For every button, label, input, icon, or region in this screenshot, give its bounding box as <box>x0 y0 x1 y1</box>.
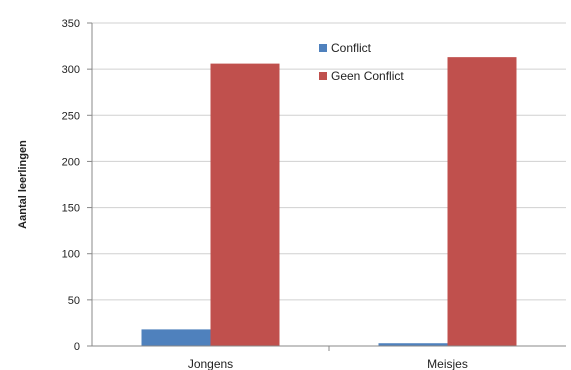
bars <box>141 57 517 346</box>
y-tick-label: 350 <box>62 18 80 30</box>
x-axis-categories: Jongens Meisjes <box>188 346 468 370</box>
y-tick-label: 200 <box>62 156 80 168</box>
y-axis-ticks: 0 50 100 150 200 250 300 350 <box>62 18 92 353</box>
bar-conflict-jongens <box>141 329 211 346</box>
y-tick-label: 0 <box>74 341 80 353</box>
legend-label: Conflict <box>331 41 372 55</box>
y-tick-label: 250 <box>62 110 80 122</box>
x-category-label: Meisjes <box>427 357 468 370</box>
bar-geen-conflict-meisjes <box>447 57 517 346</box>
y-axis-title: Aantal leerlingen <box>17 140 29 229</box>
legend-swatch <box>319 72 327 80</box>
bar-conflict-meisjes <box>378 343 448 346</box>
gridlines <box>92 22 566 301</box>
legend-swatch <box>319 44 327 52</box>
y-tick-label: 50 <box>68 295 80 307</box>
y-tick-label: 300 <box>62 64 80 76</box>
x-category-label: Jongens <box>188 357 233 370</box>
legend-label: Geen Conflict <box>331 69 404 83</box>
y-tick-label: 150 <box>62 203 80 215</box>
legend: Conflict Geen Conflict <box>319 41 404 83</box>
bar-geen-conflict-jongens <box>210 63 280 346</box>
y-tick-label: 100 <box>62 249 80 261</box>
